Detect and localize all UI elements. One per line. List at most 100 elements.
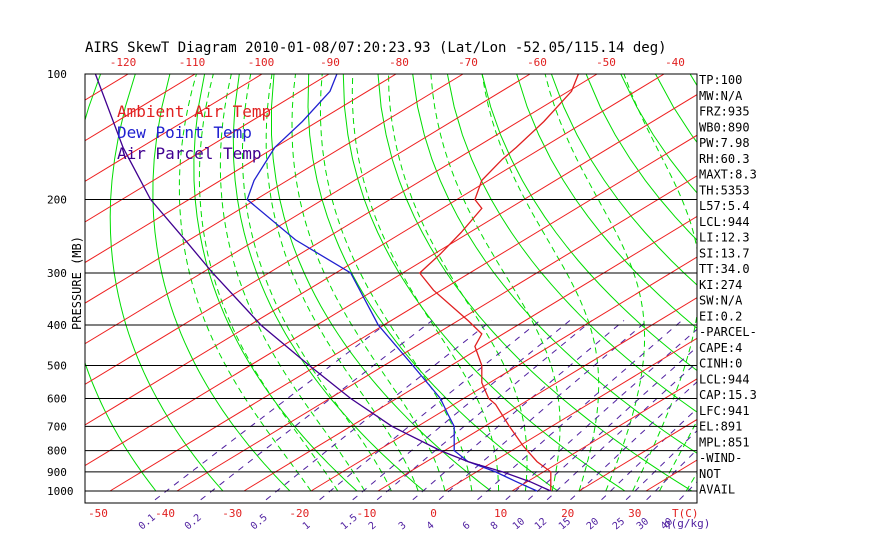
mixing-ratio-tick-label: 1 xyxy=(301,520,313,532)
bottom-temp-tick-label: -30 xyxy=(222,507,242,520)
isotherm-line xyxy=(85,74,531,345)
pressure-tick-label: 800 xyxy=(47,445,67,458)
index-label: L57:5.4 xyxy=(699,199,750,213)
dry-adiabat-line xyxy=(193,74,358,492)
profile-series xyxy=(94,74,580,492)
mixing-ratio-line xyxy=(601,407,697,501)
mixing-ratio-line xyxy=(570,381,697,501)
top-temp-tick-label: -100 xyxy=(248,56,275,69)
isotherm-line xyxy=(310,256,697,492)
moist-adiabat-line xyxy=(388,74,528,492)
mixing-ratio-tick-label: 3 xyxy=(397,520,409,532)
pressure-tick-label: 700 xyxy=(47,420,67,433)
mixing-ratio-line xyxy=(625,430,697,501)
index-label: AVAIL xyxy=(699,483,735,497)
moist-adiabat-line xyxy=(623,74,697,492)
moist-adiabats xyxy=(178,74,697,492)
moist-adiabat-line xyxy=(544,74,646,492)
index-label: -WIND- xyxy=(699,451,742,465)
mixing-ratio-line xyxy=(646,449,697,501)
moist-adiabat-line xyxy=(481,74,600,492)
pressure-tick-label: 100 xyxy=(47,68,67,81)
index-label: SI:13.7 xyxy=(699,246,750,260)
top-temp-tick-label: -70 xyxy=(458,56,478,69)
moist-adiabat-line xyxy=(658,419,697,492)
isotherm-line xyxy=(85,74,330,223)
index-label: MW:N/A xyxy=(699,89,743,103)
bottom-temp-tick-label: 10 xyxy=(494,507,507,520)
index-label: LCL:944 xyxy=(699,372,750,386)
pressure-tick-label: 400 xyxy=(47,319,67,332)
chart-title: AIRS SkewT Diagram 2010-01-08/07:20:23.9… xyxy=(85,40,667,56)
top-temp-tick-label: -110 xyxy=(179,56,206,69)
index-label: CAPE:4 xyxy=(699,341,742,355)
top-temp-tick-label: -40 xyxy=(665,56,685,69)
pressure-tick-label: 300 xyxy=(47,267,67,280)
dry-adiabat-line xyxy=(446,74,697,413)
index-label: FRZ:935 xyxy=(699,105,750,119)
mixing-ratio-line xyxy=(505,328,697,501)
bottom-temp-tick-label: -40 xyxy=(155,507,175,520)
bottom-temp-tick-label: -10 xyxy=(356,507,376,520)
isotherm-line xyxy=(243,215,697,492)
isotherm-line xyxy=(444,337,697,492)
top-temp-tick-label: -80 xyxy=(389,56,409,69)
mixing-ratio-line xyxy=(546,361,697,501)
isotherm-line xyxy=(109,134,697,492)
mixing-ratio-tick-label: 8 xyxy=(489,520,501,532)
mixing-ratio-tick-label: 6 xyxy=(461,520,473,532)
index-label: -PARCEL- xyxy=(699,325,757,339)
legend-entry: Air Parcel Temp xyxy=(117,144,262,163)
dry-adiabat-line xyxy=(516,74,697,329)
top-temp-tick-label: -90 xyxy=(320,56,340,69)
moist-adiabat-line xyxy=(178,74,312,492)
index-label: TT:34.0 xyxy=(699,262,750,276)
index-label: RH:60.3 xyxy=(699,152,750,166)
legend: Ambient Air Temp Dew Point Temp Air Parcel… xyxy=(117,102,271,163)
dry-adiabat-line xyxy=(85,74,157,492)
index-label: TH:5353 xyxy=(699,183,750,197)
bottom-axis-unit: T(C) xyxy=(672,507,699,520)
dry-adiabat-line xyxy=(550,74,697,286)
index-label: KI:274 xyxy=(699,278,742,292)
mixing-ratio-tick-label: 4 xyxy=(425,520,437,532)
dry-adiabat-line xyxy=(342,74,626,492)
isotherm-line xyxy=(85,74,598,385)
top-temp-tick-label: -120 xyxy=(110,56,137,69)
moist-adiabat-line xyxy=(265,74,419,492)
isotherm-line xyxy=(85,74,665,426)
mixing-ratio-unit: q(g/kg) xyxy=(664,517,710,530)
index-label: CINH:0 xyxy=(699,357,742,371)
dry-adiabat-line xyxy=(412,74,697,454)
moist-adiabat-line xyxy=(242,74,392,492)
isotherm-line xyxy=(85,74,464,304)
pressure-tick-label: 600 xyxy=(47,392,67,405)
dry-adiabat-line xyxy=(152,74,291,492)
dry-adiabat-line xyxy=(481,74,697,372)
legend-entry: Ambient Air Temp xyxy=(117,102,271,121)
index-label: LI:12.3 xyxy=(699,231,750,245)
index-label: MAXT:8.3 xyxy=(699,168,757,182)
top-temp-tick-label: -60 xyxy=(527,56,547,69)
index-label: EI:0.2 xyxy=(699,309,742,323)
moist-adiabat-line xyxy=(351,74,500,491)
isotherm-line xyxy=(578,418,697,492)
isotherm-line xyxy=(85,94,697,467)
index-label: MPL:851 xyxy=(699,435,750,449)
isotherm-line xyxy=(176,175,697,492)
dry-adiabat-line xyxy=(109,74,224,492)
dry-adiabat-line xyxy=(271,74,492,492)
mixing-ratio-tick-label: 2 xyxy=(367,520,379,532)
series-line xyxy=(418,74,580,491)
y-axis-label: PRESSURE (MB) xyxy=(70,236,84,330)
moist-adiabat-line xyxy=(291,74,446,492)
bottom-temp-tick-label: -50 xyxy=(88,507,108,520)
series-line xyxy=(94,74,552,492)
mixing-ratio-line xyxy=(477,320,683,501)
bottom-temp-tick-label: 30 xyxy=(628,507,641,520)
index-label: EL:891 xyxy=(699,420,742,434)
pressure-tick-label: 1000 xyxy=(47,485,74,498)
pressure-tick-label: 200 xyxy=(47,194,67,207)
index-label: SW:N/A xyxy=(699,294,743,308)
